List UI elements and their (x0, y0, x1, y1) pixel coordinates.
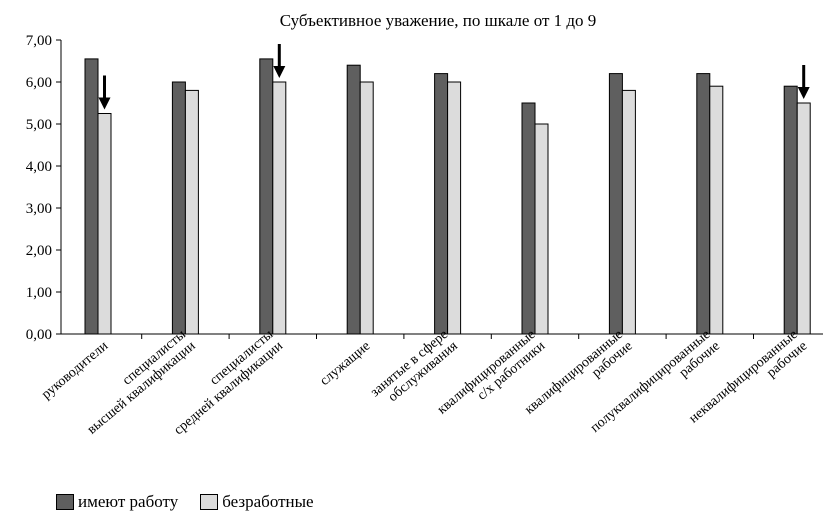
category-label-line: руководители (39, 338, 111, 402)
bar-unemployed (97, 113, 112, 335)
down-arrow-icon (273, 44, 286, 78)
legend: имеют работу безработные (56, 491, 336, 513)
bar-unemployed (621, 89, 636, 335)
category-label-line: служащие (317, 339, 373, 389)
x-axis-labels: руководители специалистывысшей квалификац… (39, 327, 810, 438)
arrow-head (273, 66, 286, 78)
axes (60, 40, 823, 339)
legend-label-unemployed: безработные (222, 492, 314, 511)
bar-employed (84, 58, 99, 335)
arrow-head (98, 97, 111, 110)
bar-employed (521, 102, 536, 335)
down-arrow-icon (797, 65, 810, 99)
bar-unemployed (534, 123, 549, 335)
y-tick-label: 4,00 (26, 159, 52, 175)
y-axis: 0,00 1,00 2,00 3,00 4,00 5,00 6,00 7,00 (26, 33, 61, 343)
bar-unemployed (796, 102, 811, 335)
y-tick-label: 0,00 (26, 327, 52, 343)
bar-unemployed (359, 81, 374, 335)
bar-employed (696, 73, 711, 335)
y-tick-label: 3,00 (26, 201, 52, 217)
legend-item-unemployed: безработные (200, 492, 314, 512)
y-tick-label: 7,00 (26, 33, 52, 49)
bar-unemployed (184, 89, 199, 335)
category-label: руководители (39, 338, 111, 402)
arrow-head (797, 87, 810, 99)
bar-unemployed (272, 81, 287, 335)
bar-employed (346, 64, 361, 335)
legend-item-employed: имеют работу (56, 492, 178, 512)
bar-employed (783, 85, 798, 335)
bars-group (84, 58, 811, 335)
down-arrow-icon (98, 75, 111, 110)
bar-unemployed (447, 81, 462, 335)
bar-employed (608, 73, 623, 335)
bar-employed (171, 81, 186, 335)
bar-employed (434, 73, 449, 335)
y-tick-label: 1,00 (26, 285, 52, 301)
legend-swatch-employed (56, 494, 74, 510)
bar-unemployed (709, 85, 724, 335)
annotation-arrows (98, 44, 810, 110)
y-tick-label: 2,00 (26, 243, 52, 259)
legend-label-employed: имеют работу (78, 492, 179, 511)
chart-title: Субъективное уважение, по шкале от 1 до … (280, 11, 597, 30)
y-tick-label: 6,00 (26, 75, 52, 91)
bar-employed (259, 58, 274, 335)
y-tick-label: 5,00 (26, 117, 52, 133)
legend-swatch-unemployed (200, 494, 219, 510)
category-label: служащие (317, 339, 373, 389)
